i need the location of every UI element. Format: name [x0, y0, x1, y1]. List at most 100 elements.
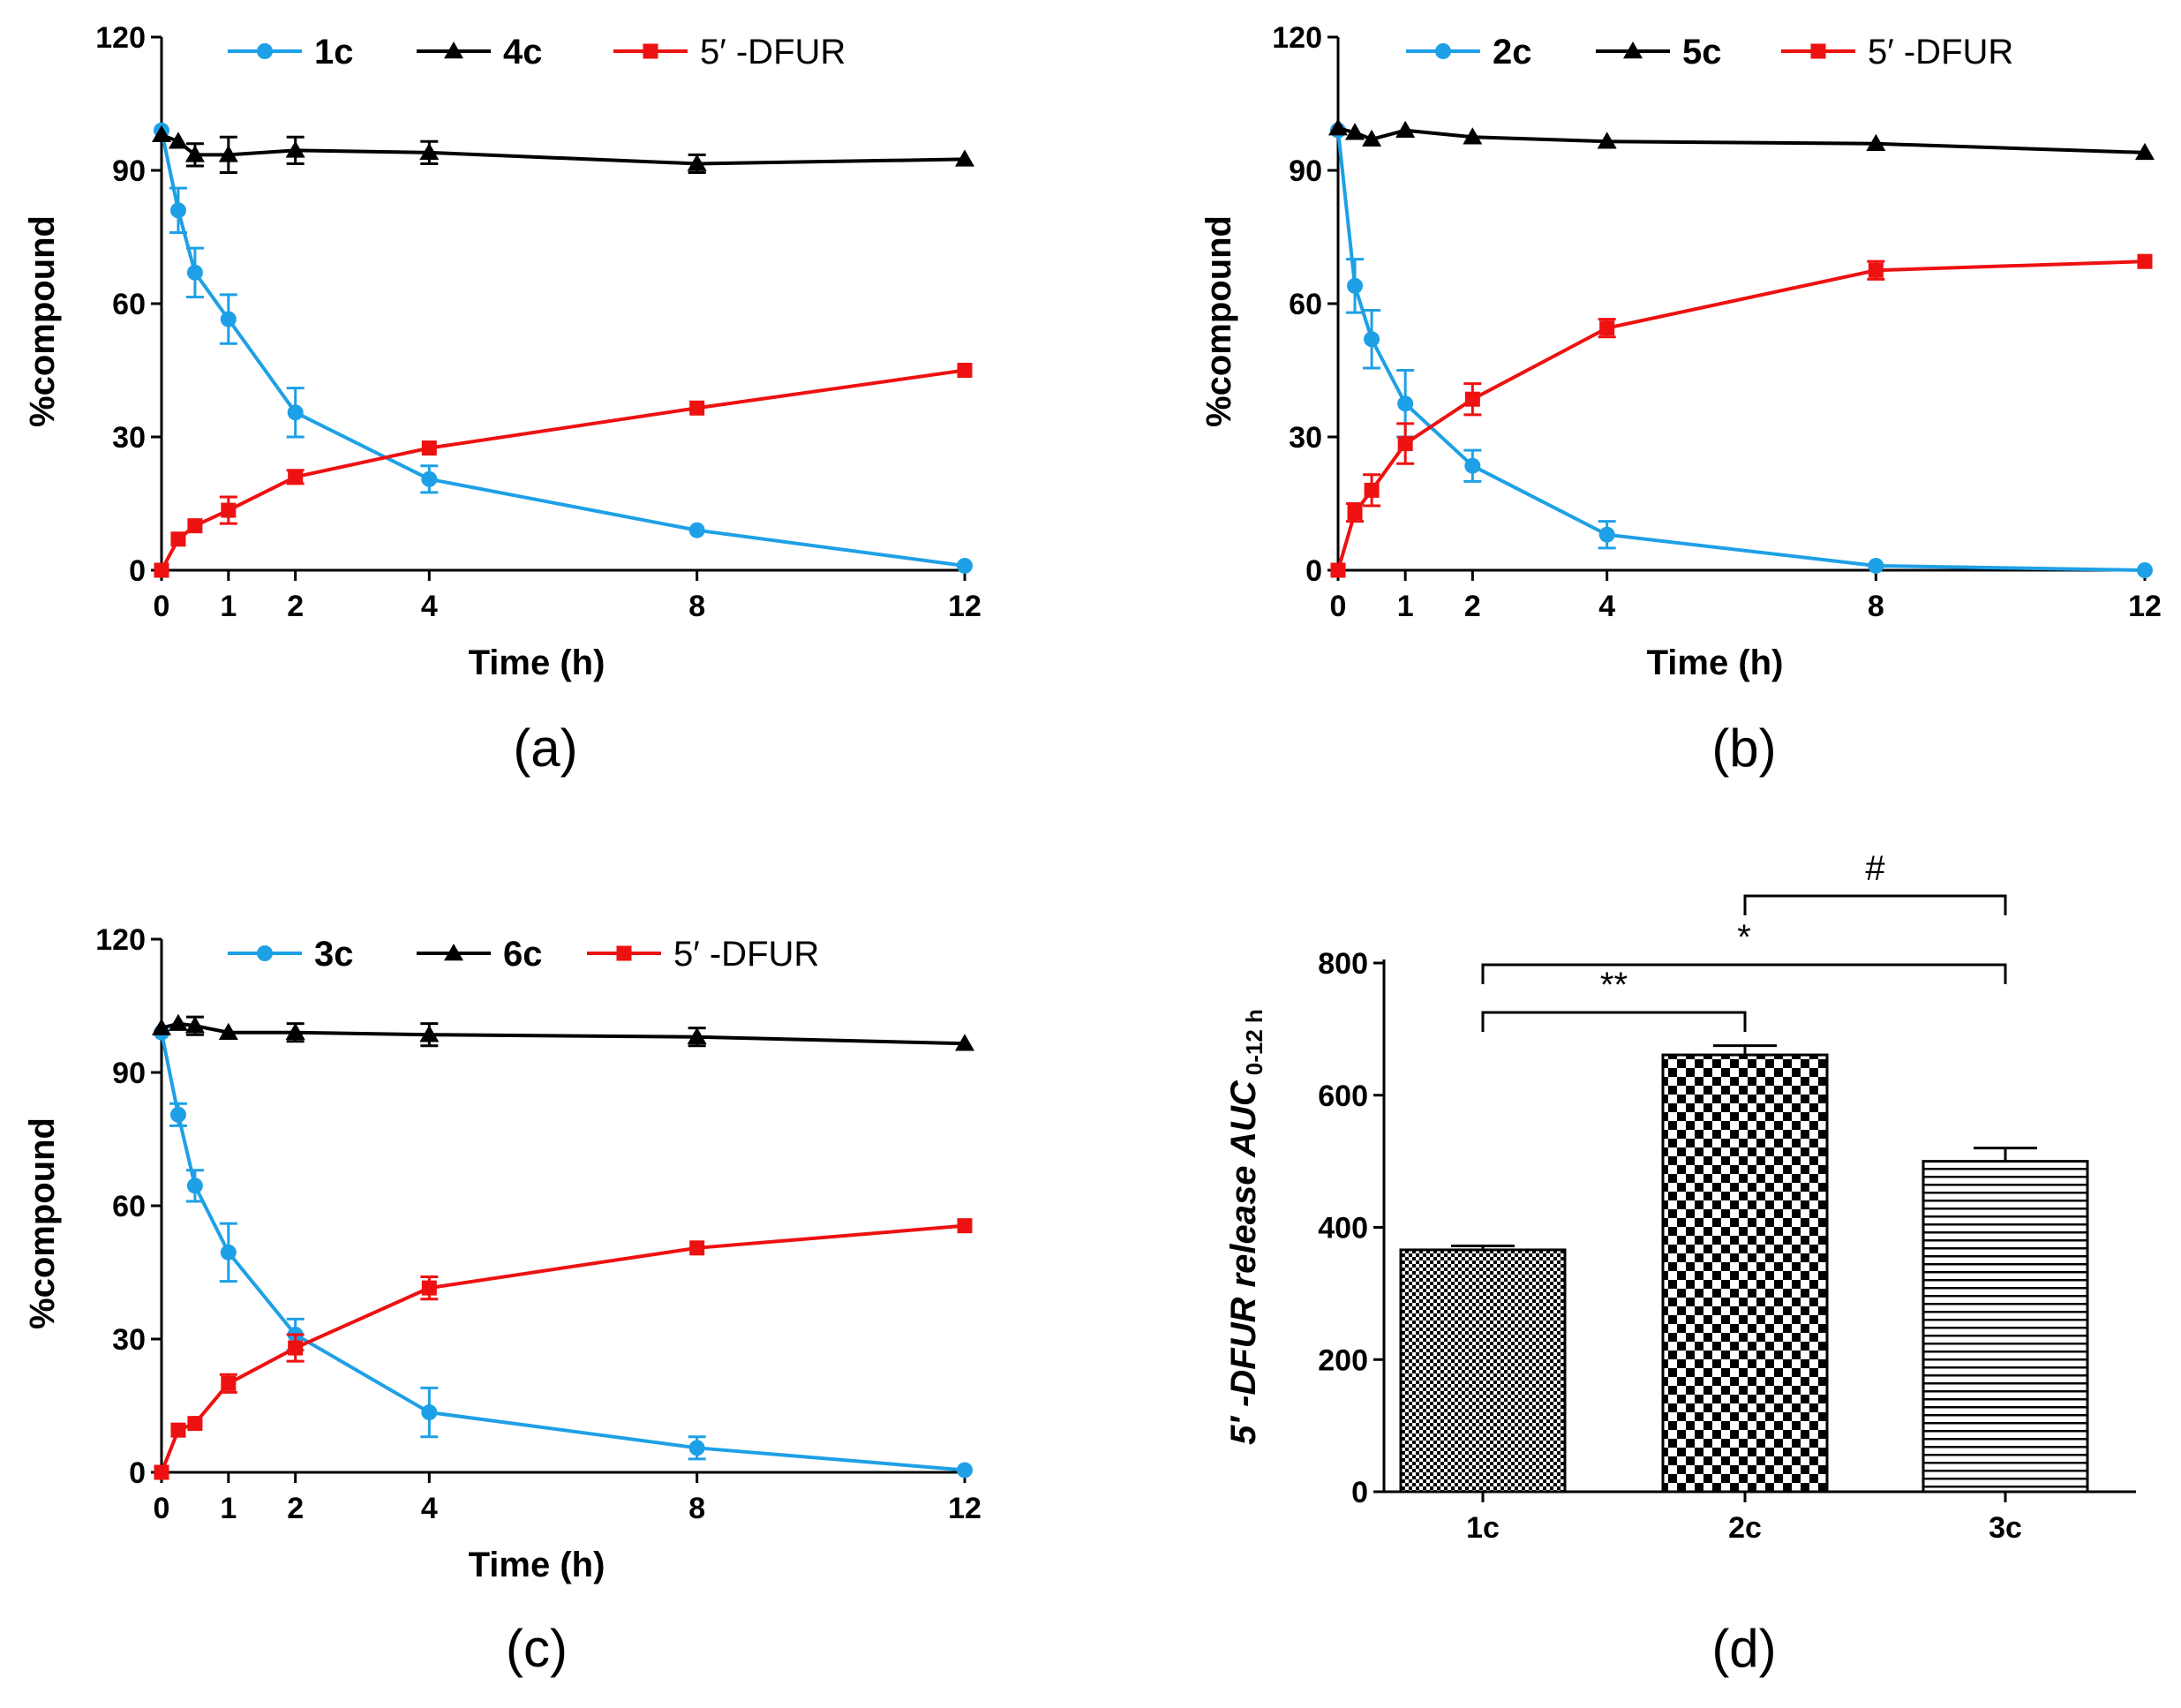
legend-marker: [257, 43, 273, 59]
series-line: [160, 130, 966, 568]
y-tick-label: 60: [112, 1190, 146, 1223]
y-tick-label: 120: [95, 923, 146, 957]
legend-item: 5c: [1596, 33, 1722, 71]
y-tick-label: 30: [1289, 421, 1322, 455]
data-point: [154, 562, 169, 578]
data-point: [170, 531, 186, 547]
data-point: [421, 470, 438, 487]
data-point: [957, 363, 973, 378]
series-5dfur: [154, 1218, 973, 1480]
data-point: [957, 1462, 973, 1479]
y-tick-label: 0: [1351, 1476, 1368, 1509]
data-point: [955, 1034, 974, 1051]
y-tick-label: 800: [1318, 947, 1368, 981]
data-point: [1364, 331, 1380, 348]
x-tick-label: 8: [688, 590, 705, 623]
legend-label: 4c: [503, 33, 543, 71]
data-point: [687, 154, 707, 171]
x-tick-label: 4: [421, 590, 438, 623]
x-tick-label: 12: [948, 1492, 981, 1525]
series-1c: [154, 122, 973, 574]
legend-label: 5′ -DFUR: [1868, 33, 2013, 71]
data-point: [186, 1178, 203, 1194]
data-point: [421, 440, 437, 456]
series-line: [160, 1032, 966, 1472]
y-axis-title: %compound: [23, 1117, 62, 1329]
y-tick-label: 400: [1318, 1212, 1368, 1245]
panel-label: (d): [1711, 1619, 1776, 1678]
data-point: [1868, 262, 1884, 278]
series-line: [1336, 260, 2146, 571]
data-point: [184, 1016, 205, 1034]
significance-label: *: [1737, 918, 1751, 957]
bar-1c: [1399, 1248, 1567, 1494]
panel-label: (a): [513, 719, 577, 778]
x-tick-label: 1: [220, 1492, 237, 1525]
data-point: [220, 311, 237, 327]
series-3c: [154, 1024, 973, 1479]
data-point: [689, 1240, 705, 1256]
x-axis-title: Time (h): [1647, 643, 1784, 682]
legend-item: 4c: [417, 33, 543, 71]
series-line: [1336, 130, 2146, 572]
legend-label: 5c: [1682, 33, 1722, 71]
legend-item: 2c: [1406, 33, 1532, 71]
data-point: [152, 124, 171, 142]
data-point: [168, 1013, 188, 1031]
series-line: [160, 1223, 966, 1473]
data-point: [2137, 253, 2153, 269]
data-point: [154, 1464, 169, 1480]
significance-label: **: [1600, 966, 1628, 1004]
y-axis-title: %compound: [1200, 215, 1238, 427]
data-point: [1464, 457, 1481, 474]
y-tick-label: 30: [112, 421, 146, 455]
legend-marker: [444, 41, 463, 59]
data-point: [220, 1244, 237, 1260]
legend-label: 1c: [314, 33, 354, 71]
y-tick-label: 30: [112, 1323, 146, 1357]
data-point: [1599, 320, 1615, 336]
data-point: [152, 1018, 171, 1035]
legend-label: 5′ -DFUR: [700, 33, 846, 71]
data-point: [1395, 120, 1416, 138]
data-point: [955, 149, 974, 167]
data-point: [1464, 391, 1480, 407]
legend-item: 5′ -DFUR: [1781, 33, 2013, 71]
significance-bracket: *: [1481, 918, 2007, 984]
data-point: [221, 502, 237, 518]
data-point: [1397, 436, 1413, 452]
data-point: [419, 1025, 440, 1042]
data-point: [168, 132, 188, 149]
legend-item: 1c: [228, 33, 354, 71]
x-tick-label: 2c: [1728, 1511, 1762, 1545]
y-tick-label: 60: [112, 288, 146, 321]
x-tick-label: 1c: [1466, 1511, 1500, 1545]
bracket-line: [1481, 1011, 1747, 1032]
data-point: [689, 400, 705, 416]
data-point: [285, 1022, 305, 1040]
series-6c: [152, 1013, 974, 1051]
data-point: [170, 1422, 186, 1438]
y-tick-label: 60: [1289, 288, 1322, 321]
y-tick-label: 0: [129, 1456, 146, 1490]
significance-label: #: [1865, 849, 1885, 888]
series-2c: [1330, 122, 2153, 578]
y-axis-title: %compound: [23, 215, 62, 427]
x-tick-label: 0: [154, 590, 170, 623]
series-line: [161, 1021, 966, 1046]
x-tick-label: 8: [1868, 590, 1884, 623]
x-tick-label: 12: [948, 590, 981, 623]
legend-marker: [1810, 43, 1826, 59]
data-point: [187, 518, 203, 534]
data-point: [688, 522, 705, 538]
y-axis-title-subscript: 0-12 h: [1241, 1009, 1267, 1075]
x-axis-title: Time (h): [469, 1546, 605, 1584]
y-tick-label: 600: [1318, 1080, 1368, 1113]
data-point: [218, 145, 238, 162]
data-point: [957, 557, 973, 574]
y-tick-label: 90: [112, 154, 146, 188]
data-point: [421, 1404, 438, 1421]
legend-label: 3c: [314, 935, 354, 974]
